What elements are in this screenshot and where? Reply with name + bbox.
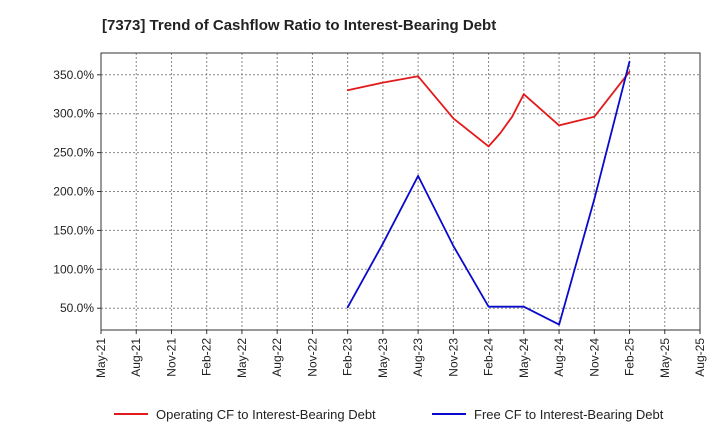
data-point xyxy=(628,70,631,73)
x-tick-label: Aug-22 xyxy=(270,338,284,377)
x-tick-label: Aug-23 xyxy=(411,338,425,377)
data-point xyxy=(523,305,525,308)
y-tick-label: 300.0% xyxy=(53,107,94,121)
data-point xyxy=(558,124,560,127)
x-tick-label: Aug-21 xyxy=(129,338,143,377)
x-tick-label: Feb-23 xyxy=(341,338,355,376)
x-tick-label: Aug-25 xyxy=(693,338,707,377)
data-point xyxy=(628,60,631,63)
legend: Operating CF to Interest-Bearing Debt Fre… xyxy=(114,407,664,422)
y-tick-label: 100.0% xyxy=(53,262,94,276)
data-point xyxy=(511,116,513,118)
data-point xyxy=(487,145,490,148)
data-point xyxy=(499,132,502,134)
data-point xyxy=(452,117,455,120)
data-point xyxy=(346,306,349,309)
x-tick-label: Feb-25 xyxy=(623,338,637,376)
data-point xyxy=(382,81,384,84)
data-point xyxy=(382,242,384,245)
series-lines xyxy=(346,60,631,326)
data-point xyxy=(417,75,419,78)
data-point xyxy=(417,175,419,177)
data-point xyxy=(593,116,596,118)
legend-label-1: Operating CF to Interest-Bearing Debt xyxy=(156,407,376,422)
data-point xyxy=(593,198,596,201)
x-axis: May-21 Aug-21 Nov-21 Feb-22 May-22 Aug-22 Nov-… xyxy=(94,330,707,378)
x-tick-label: Nov-22 xyxy=(305,338,319,377)
chart-title: [7373] Trend of Cashflow Ratio to Intere… xyxy=(102,17,496,34)
data-point xyxy=(346,89,349,92)
y-tick-label: 50.0% xyxy=(60,301,94,315)
grid xyxy=(100,53,701,330)
x-tick-label: Nov-23 xyxy=(446,338,460,377)
y-tick-label: 250.0% xyxy=(53,146,94,160)
plot-frame xyxy=(100,52,701,331)
x-tick-label: May-24 xyxy=(517,338,531,378)
data-point xyxy=(487,305,490,308)
x-tick-label: Nov-24 xyxy=(587,338,601,377)
x-tick-label: May-25 xyxy=(658,338,672,378)
x-tick-label: May-22 xyxy=(235,338,249,378)
y-tick-label: 150.0% xyxy=(53,223,94,237)
x-tick-label: Feb-24 xyxy=(482,338,496,376)
x-tick-label: Nov-21 xyxy=(164,338,178,377)
y-tick-label: 200.0% xyxy=(53,185,94,199)
x-tick-label: May-23 xyxy=(376,338,390,378)
y-axis: 50.0% 100.0% 150.0% 200.0% 250.0% 300.0% 350.0… xyxy=(53,68,101,315)
x-tick-label: May-21 xyxy=(94,338,108,378)
y-tick-label: 350.0% xyxy=(53,68,94,82)
data-point xyxy=(558,323,560,326)
legend-label-2: Free CF to Interest-Bearing Debt xyxy=(474,407,664,422)
data-point xyxy=(452,245,455,247)
data-point xyxy=(523,93,525,96)
x-tick-label: Feb-22 xyxy=(200,338,214,376)
x-tick-label: Aug-24 xyxy=(552,338,566,377)
